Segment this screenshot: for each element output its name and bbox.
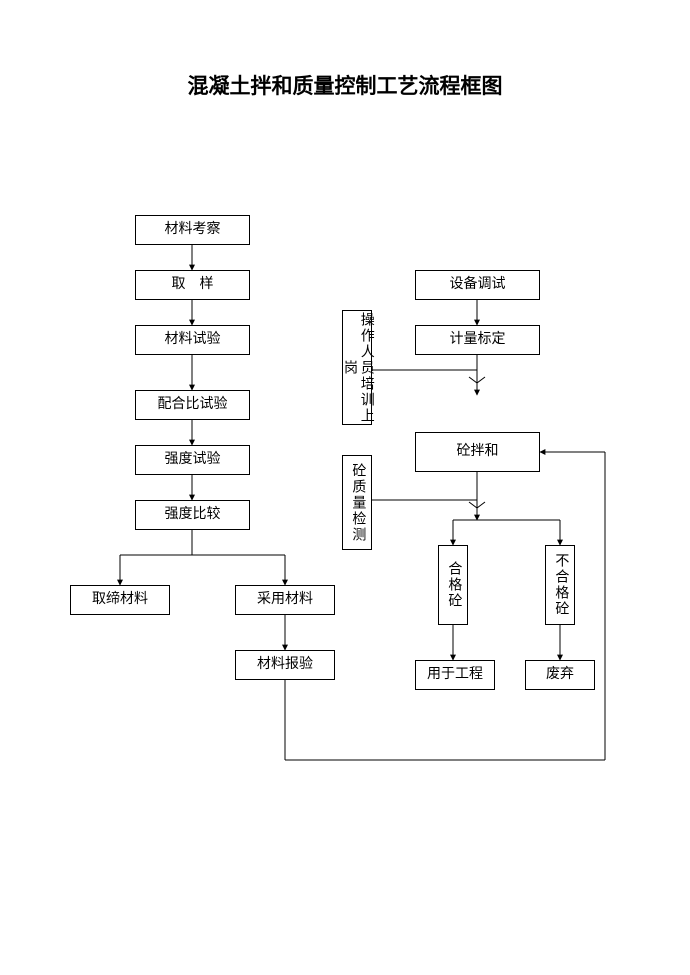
node-n2: 取 样 bbox=[135, 270, 250, 300]
node-n5: 强度试验 bbox=[135, 445, 250, 475]
diagram-title: 混凝土拌和质量控制工艺流程框图 bbox=[0, 70, 690, 100]
node-n3: 材料试验 bbox=[135, 325, 250, 355]
node-n6: 强度比较 bbox=[135, 500, 250, 530]
node-n9: 材料报验 bbox=[235, 650, 335, 680]
node-n13: 砼拌和 bbox=[415, 432, 540, 472]
node-n15: 合格砼 bbox=[438, 545, 468, 625]
node-n1: 材料考察 bbox=[135, 215, 250, 245]
node-n7: 取缔材料 bbox=[70, 585, 170, 615]
node-n18: 废弃 bbox=[525, 660, 595, 690]
node-n10: 设备调试 bbox=[415, 270, 540, 300]
node-n4: 配合比试验 bbox=[135, 390, 250, 420]
node-n12: 操作人员培训上岗 bbox=[342, 310, 372, 425]
node-n16: 不合格砼 bbox=[545, 545, 575, 625]
node-n11: 计量标定 bbox=[415, 325, 540, 355]
node-n14: 砼质量检测 bbox=[342, 455, 372, 550]
node-n8: 采用材料 bbox=[235, 585, 335, 615]
node-n17: 用于工程 bbox=[415, 660, 495, 690]
